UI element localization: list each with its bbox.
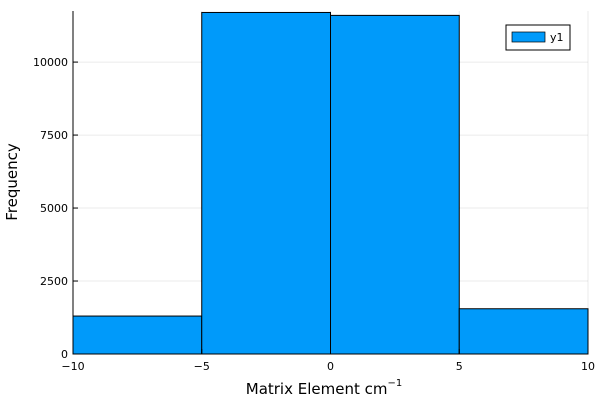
legend-swatch-y1 bbox=[511, 31, 546, 43]
y-tick-label-2: 5000 bbox=[40, 202, 68, 215]
y-tick-label-0: 0 bbox=[61, 348, 68, 361]
x-tick-label-3: 5 bbox=[456, 360, 463, 373]
x-tick-label-4: 10 bbox=[581, 360, 595, 373]
x-tick-label-2: 0 bbox=[327, 360, 334, 373]
x-axis-label-superscript: −1 bbox=[387, 378, 402, 389]
legend: y1 bbox=[505, 24, 571, 51]
y-tick-label-1: 2500 bbox=[40, 275, 68, 288]
y-ticks: 0 2500 5000 7500 10000 bbox=[33, 56, 78, 361]
x-axis-label: Matrix Element cm−1 bbox=[246, 378, 402, 398]
x-tick-label-0: −10 bbox=[61, 360, 84, 373]
legend-label-y1: y1 bbox=[550, 31, 564, 44]
histogram-bar-0 bbox=[72, 315, 203, 355]
bars bbox=[72, 11, 589, 355]
histogram-bar-2 bbox=[330, 14, 460, 355]
x-tick-label-1: −5 bbox=[194, 360, 210, 373]
x-ticks: −10 −5 0 5 10 bbox=[61, 349, 595, 373]
histogram-bar-3 bbox=[458, 308, 589, 355]
y-tick-label-4: 10000 bbox=[33, 56, 68, 69]
y-tick-label-3: 7500 bbox=[40, 129, 68, 142]
y-axis-label: Frequency bbox=[3, 143, 21, 221]
histogram-bar-1 bbox=[201, 11, 331, 355]
x-axis-label-text: Matrix Element cm bbox=[246, 380, 388, 398]
